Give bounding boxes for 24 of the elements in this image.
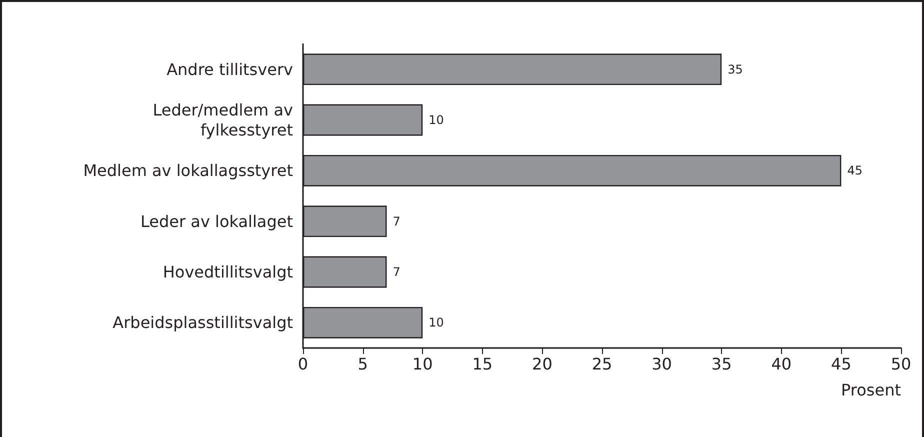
data-label: 7 bbox=[392, 265, 400, 279]
y-tick-label: Andre tillitsverv bbox=[166, 60, 293, 79]
x-tick-label: 0 bbox=[298, 354, 308, 374]
x-tick-label: 15 bbox=[472, 354, 493, 374]
x-tick-label: 20 bbox=[532, 354, 552, 374]
y-tick-label: Medlem av lokallagsstyret bbox=[83, 161, 293, 180]
x-tick-label: 45 bbox=[831, 354, 852, 374]
x-tick-label: 35 bbox=[711, 354, 732, 374]
data-label: 7 bbox=[392, 214, 400, 228]
x-tick-label: 40 bbox=[771, 354, 792, 374]
x-tick-label: 50 bbox=[890, 354, 912, 374]
data-label: 35 bbox=[728, 62, 743, 76]
x-tick-label: 10 bbox=[412, 354, 433, 374]
x-tick-label: 25 bbox=[592, 354, 612, 374]
x-axis-title: Prosent bbox=[841, 380, 901, 400]
y-tick-label: Leder/medlem av fylkesstyret bbox=[152, 100, 293, 140]
data-label: 10 bbox=[428, 113, 444, 127]
x-tick-label: 30 bbox=[652, 354, 672, 374]
y-tick-label: Leder av lokallaget bbox=[140, 212, 293, 231]
y-tick-label: Arbeidsplasstillitsvalgt bbox=[112, 313, 293, 332]
x-tick-label: 5 bbox=[358, 354, 368, 374]
data-label: 45 bbox=[847, 164, 862, 178]
data-label: 10 bbox=[428, 316, 444, 330]
y-tick-label: Hovedtillitsvalgt bbox=[162, 262, 293, 282]
